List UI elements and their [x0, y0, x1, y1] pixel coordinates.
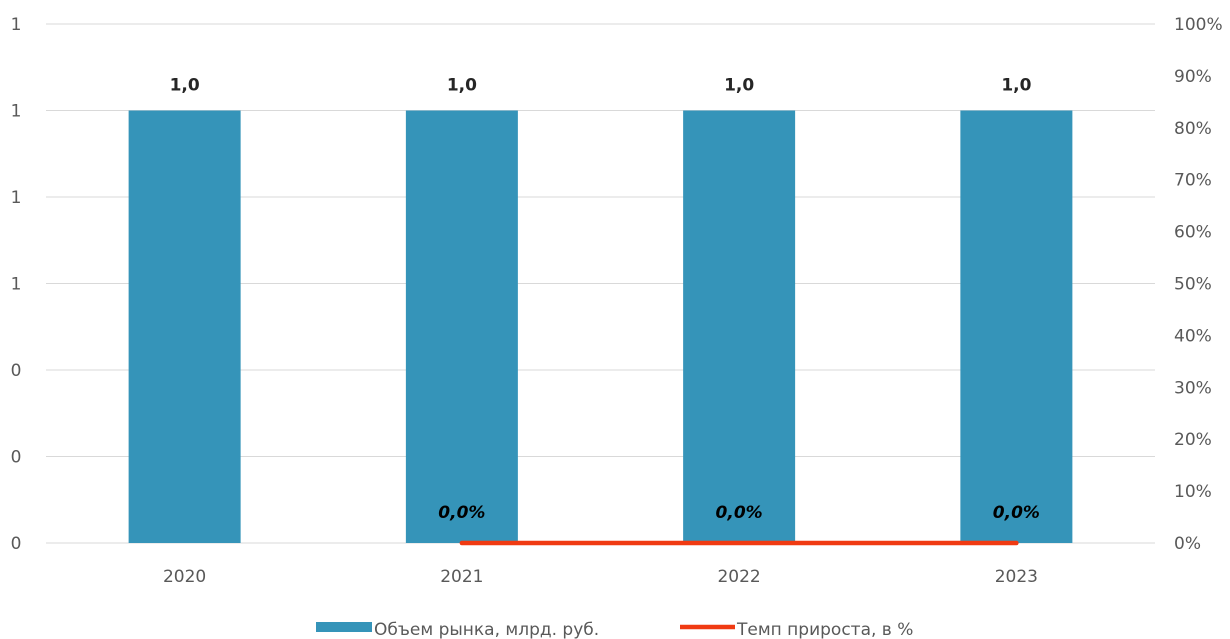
x-axis-tick-label: 2020: [163, 567, 206, 587]
line-data-label: 0,0%: [438, 503, 485, 523]
left-axis-tick-label: 1: [11, 15, 22, 35]
right-axis-tick-label: 20%: [1174, 430, 1212, 450]
left-axis-tick-label: 0: [11, 534, 22, 554]
right-axis-tick-label: 10%: [1174, 482, 1212, 502]
bar: [683, 110, 796, 543]
left-axis-tick-label: 1: [11, 275, 22, 295]
right-axis-tick-label: 80%: [1174, 119, 1212, 139]
left-axis-tick-label: 1: [11, 102, 22, 122]
bar-data-label: 1,0: [447, 76, 477, 96]
right-axis-tick-label: 50%: [1174, 275, 1212, 295]
bar-data-label: 1,0: [724, 76, 754, 96]
bar: [128, 110, 241, 543]
bar-series: [128, 110, 1073, 543]
right-axis-tick-label: 60%: [1174, 223, 1212, 243]
legend-bar-label: Объем рынка, млрд. руб.: [374, 620, 599, 639]
x-axis-tick-label: 2022: [717, 567, 760, 587]
axis-labels: 00011110%10%20%30%40%50%60%70%80%90%100%…: [11, 15, 1223, 587]
right-axis-tick-label: 40%: [1174, 326, 1212, 346]
left-axis-tick-label: 0: [11, 448, 22, 468]
bar-data-label: 1,0: [170, 76, 200, 96]
right-axis-tick-label: 100%: [1174, 15, 1223, 35]
bar: [405, 110, 518, 543]
line-data-label: 0,0%: [993, 503, 1040, 523]
bar-data-label: 1,0: [1001, 76, 1031, 96]
left-axis-tick-label: 1: [11, 188, 22, 208]
x-axis-tick-label: 2023: [995, 567, 1038, 587]
bar: [960, 110, 1073, 543]
left-axis-tick-label: 0: [11, 361, 22, 381]
legend-bar-swatch: [316, 622, 372, 632]
right-axis-tick-label: 90%: [1174, 67, 1212, 87]
data-labels: 1,0 1,0 1,0 1,0 0,0% 0,0% 0,0%: [170, 76, 1040, 524]
right-axis-tick-label: 70%: [1174, 171, 1212, 191]
line-data-label: 0,0%: [716, 503, 763, 523]
right-axis-tick-label: 0%: [1174, 534, 1201, 554]
right-axis-tick-label: 30%: [1174, 378, 1212, 398]
legend: Объем рынка, млрд. руб. Темп прироста, в …: [316, 620, 913, 639]
legend-line-label: Темп прироста, в %: [736, 620, 913, 639]
x-axis-tick-label: 2021: [440, 567, 483, 587]
